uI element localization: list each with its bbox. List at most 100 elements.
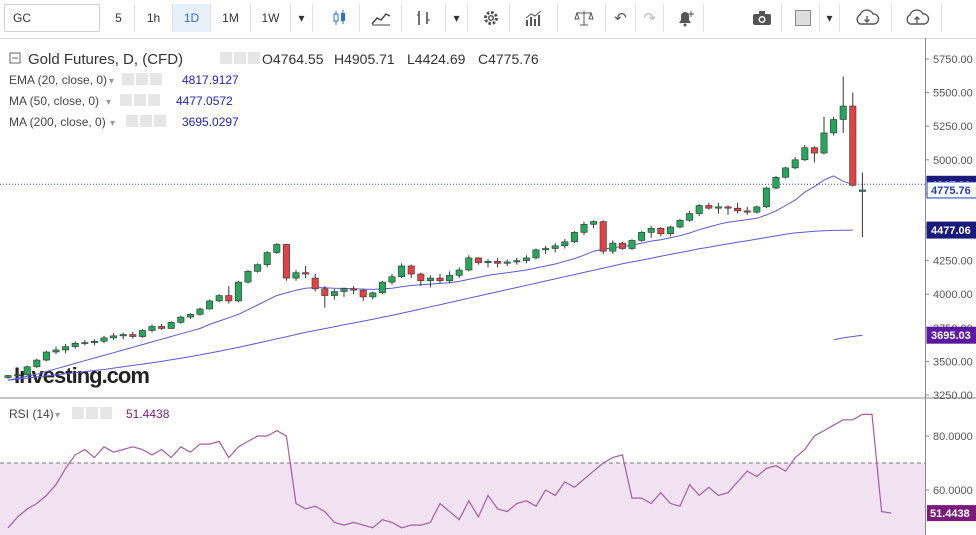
- redo-icon: ↷: [643, 10, 656, 27]
- chart-type-dropdown-button[interactable]: ▾: [446, 4, 468, 32]
- ma50-dropdown-icon[interactable]: ▾: [106, 97, 111, 108]
- rsi-label: RSI (14): [9, 407, 54, 421]
- interval-dropdown-button[interactable]: ▾: [291, 4, 313, 32]
- rsi-dropdown-icon[interactable]: ▾: [55, 410, 60, 421]
- candle-down: [302, 272, 310, 275]
- compare-button[interactable]: [562, 4, 606, 32]
- chevron-down-icon: ▾: [453, 11, 460, 25]
- ohlc-open: O4764.55: [262, 51, 324, 67]
- candle-up: [609, 242, 617, 252]
- candle-up: [446, 275, 454, 282]
- candle-up: [148, 326, 156, 331]
- rsi-tag-box: [927, 505, 976, 522]
- price-tick-label: 5500.00: [933, 88, 973, 100]
- save-layout-button[interactable]: [892, 4, 942, 32]
- interval-1d-button[interactable]: 1D: [173, 4, 211, 32]
- candle-up: [695, 205, 703, 214]
- candle-up: [638, 232, 646, 241]
- square-icon: [794, 10, 811, 26]
- price-tag-label: 4477.06: [931, 225, 971, 237]
- gear-icon: [483, 11, 498, 25]
- candle-up: [455, 269, 463, 276]
- candle-up: [676, 219, 684, 228]
- interval-1h-button[interactable]: 1h: [135, 4, 173, 32]
- candle-up: [714, 206, 722, 209]
- candle-down: [158, 326, 166, 329]
- load-layout-button[interactable]: [842, 4, 892, 32]
- candle-up: [628, 240, 636, 249]
- ema20-dropdown-icon[interactable]: ▾: [109, 76, 114, 87]
- legend-title: Gold Futures, D, (CFD): [28, 51, 183, 68]
- candle-up: [234, 281, 242, 302]
- candle-up: [839, 105, 847, 120]
- candle-up: [590, 221, 598, 225]
- symbol-input[interactable]: GC: [4, 4, 100, 32]
- candle-up: [820, 132, 828, 154]
- candle-down: [129, 334, 137, 337]
- candle-down: [705, 205, 713, 209]
- candle-up: [378, 281, 386, 294]
- rsi-line: [7, 413, 892, 529]
- ma200-value: 3695.0297: [182, 115, 239, 129]
- candle-up: [503, 261, 511, 264]
- candle-up: [561, 241, 569, 247]
- candle-down: [350, 288, 358, 291]
- alert-button[interactable]: [666, 4, 704, 32]
- candle-up: [398, 265, 406, 278]
- candle-up: [292, 272, 300, 279]
- candle-down: [225, 295, 233, 302]
- candle-up: [542, 248, 550, 251]
- bar-chart-icon: [525, 10, 541, 26]
- price-tag-box: [926, 221, 976, 239]
- candle-up: [753, 206, 761, 213]
- candle-up: [762, 187, 770, 208]
- candle-up: [119, 334, 127, 337]
- ma200-controls[interactable]: [126, 115, 166, 127]
- price-tag-box: [926, 181, 976, 199]
- candle-up: [858, 189, 866, 192]
- ma200-label: MA (200, close, 0): [9, 115, 106, 129]
- rsi-band: [0, 463, 925, 535]
- rsi-tick-label: 60.0000: [933, 485, 973, 497]
- candle-up: [686, 213, 694, 221]
- candle-up: [426, 277, 434, 282]
- price-tag-label: 4775.76: [931, 185, 971, 197]
- cloud-upload-icon: [906, 9, 929, 25]
- line-chart-button[interactable]: [360, 4, 402, 32]
- candle-up: [52, 349, 60, 353]
- ema20-controls[interactable]: [122, 73, 162, 85]
- studies-button[interactable]: [512, 4, 558, 32]
- candle-up: [177, 316, 185, 323]
- settings-button[interactable]: [472, 4, 510, 32]
- interval-1w-button[interactable]: 1W: [251, 4, 291, 32]
- ma50-label: MA (50, close, 0): [9, 94, 99, 108]
- indicators-button[interactable]: [402, 4, 446, 32]
- chart[interactable]: Investing.com 5750.005500.005250.005000.…: [0, 38, 976, 535]
- snapshot-button[interactable]: [742, 4, 782, 32]
- interval-label: 1h: [146, 11, 161, 25]
- price-panel: [0, 76, 925, 381]
- interval-label: 1W: [261, 11, 280, 25]
- price-tick-label: 5750.00: [933, 54, 973, 66]
- ma50-controls[interactable]: [120, 94, 160, 106]
- candle-up: [484, 260, 492, 263]
- candle-down: [474, 257, 482, 263]
- price-tag: 4477.06: [926, 221, 976, 239]
- candles-button[interactable]: [320, 4, 360, 32]
- undo-button[interactable]: ↶: [606, 4, 636, 32]
- rsi-controls[interactable]: [72, 407, 112, 419]
- candle-down: [724, 206, 732, 209]
- rsi-panel: [0, 413, 925, 535]
- rsi-tag-label: 51.4438: [930, 508, 970, 520]
- fullscreen-dropdown-button[interactable]: ▾: [820, 4, 840, 32]
- candle-down: [311, 277, 319, 290]
- ma200-dropdown-icon[interactable]: ▾: [110, 118, 115, 129]
- interval-5-button[interactable]: 5: [103, 4, 135, 32]
- interval-1m-button[interactable]: 1M: [211, 4, 251, 32]
- price-tick-label: 3500.00: [933, 356, 973, 368]
- candle-up: [666, 226, 674, 235]
- fullscreen-button[interactable]: [786, 4, 820, 32]
- legend-title-controls[interactable]: [220, 52, 260, 64]
- candle-up: [782, 167, 790, 178]
- redo-button[interactable]: ↷: [636, 4, 664, 32]
